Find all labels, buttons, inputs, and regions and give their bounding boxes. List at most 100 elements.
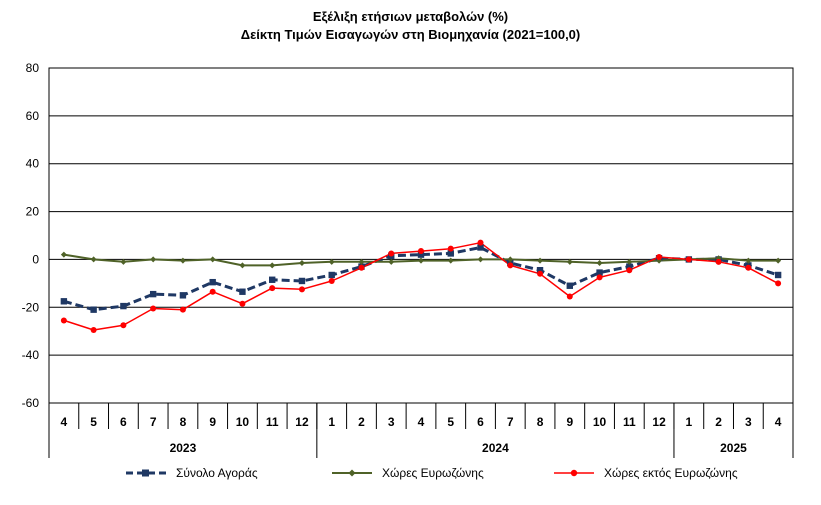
x-tick-label: 5: [90, 415, 97, 429]
legend-item-total-market: Σύνολο Αγοράς: [124, 466, 258, 480]
data-point-total-market: [536, 266, 544, 274]
data-point-total-market: [447, 250, 454, 257]
data-point-eurozone: [120, 258, 127, 265]
data-point-non-eurozone: [239, 300, 246, 307]
x-tick-label: 7: [507, 415, 514, 429]
legend-swatch-eurozone: [332, 469, 372, 477]
data-point-eurozone: [507, 256, 514, 263]
chart-subtitle-line-2: Δείκτη Τιμών Εισαγωγών στη Βιομηχανία (2…: [240, 27, 581, 42]
y-tick-label: 40: [26, 157, 40, 171]
data-point-total-market: [239, 288, 246, 295]
x-tick-label: 2: [358, 415, 365, 429]
x-tick-label: 3: [388, 415, 395, 429]
data-point-eurozone: [60, 251, 67, 258]
y-tick-label: 0: [32, 252, 39, 266]
data-point-eurozone: [388, 258, 395, 265]
data-point-total-market: [298, 277, 306, 285]
data-point-total-market: [774, 271, 782, 279]
data-point-eurozone: [179, 257, 186, 264]
x-tick-label: 8: [537, 415, 544, 429]
data-point-non-eurozone: [685, 256, 692, 263]
data-point-total-market: [417, 251, 425, 258]
data-point-non-eurozone: [775, 280, 782, 287]
y-tick-label: 20: [26, 205, 40, 219]
data-point-non-eurozone: [715, 258, 722, 265]
x-tick-label: 12: [652, 415, 666, 429]
x-tick-label: 4: [775, 415, 782, 429]
data-point-non-eurozone: [90, 327, 97, 334]
legend-label-non-eurozone: Χώρες εκτός Ευρωζώνης: [604, 466, 738, 480]
data-point-total-market: [179, 292, 187, 299]
data-point-non-eurozone: [566, 293, 573, 300]
x-tick-label: 8: [180, 415, 187, 429]
year-group-label: 2024: [482, 441, 509, 455]
data-point-eurozone: [775, 257, 782, 264]
data-point-non-eurozone: [298, 286, 305, 293]
plot-area-border: [48, 67, 794, 404]
x-tick-label: 3: [745, 415, 752, 429]
data-point-non-eurozone: [120, 322, 127, 329]
data-point-total-market: [328, 271, 335, 279]
data-point-non-eurozone: [179, 306, 186, 313]
data-point-eurozone: [566, 258, 573, 265]
data-point-total-market: [149, 290, 157, 298]
x-tick-label: 6: [120, 415, 127, 429]
data-point-total-market: [626, 263, 633, 270]
data-point-non-eurozone: [60, 317, 67, 324]
data-point-eurozone: [269, 262, 276, 269]
data-point-non-eurozone: [596, 274, 603, 281]
data-point-non-eurozone: [626, 267, 633, 274]
data-point-eurozone: [298, 260, 305, 267]
chart-title: Εξέλιξη ετήσιων μεταβολών (%) Δείκτη Τιμ…: [0, 8, 821, 44]
data-point-non-eurozone: [358, 264, 365, 271]
year-group-label: 2023: [170, 441, 197, 455]
data-point-eurozone: [626, 258, 633, 265]
data-point-eurozone: [358, 258, 365, 265]
x-tick-label: 4: [61, 415, 68, 429]
x-tick-label: 2: [715, 415, 722, 429]
x-tick-label: 10: [236, 415, 250, 429]
data-point-eurozone: [537, 257, 544, 264]
legend-item-non-eurozone: Χώρες εκτός Ευρωζώνης: [552, 466, 738, 480]
x-tick-label: 5: [447, 415, 454, 429]
legend-swatch-non-eurozone: [554, 469, 594, 477]
data-point-total-market: [209, 278, 216, 286]
data-point-total-market: [566, 282, 573, 289]
data-point-total-market: [90, 306, 97, 313]
data-point-eurozone: [745, 257, 752, 264]
legend-label-total-market: Σύνολο Αγοράς: [176, 466, 258, 480]
x-tick-label: 1: [685, 415, 692, 429]
data-point-total-market: [477, 244, 484, 251]
legend-item-eurozone: Χώρες Ευρωζώνης: [330, 466, 484, 480]
x-tick-label: 9: [566, 415, 573, 429]
x-tick-label: 1: [328, 415, 335, 429]
data-point-non-eurozone: [447, 245, 454, 252]
grid-layer: [48, 67, 794, 404]
year-group-label: 2025: [720, 441, 747, 455]
y-tick-label: -20: [22, 300, 40, 314]
chart-title-line-1: Εξέλιξη ετήσιων μεταβολών (%): [312, 9, 509, 24]
data-point-non-eurozone: [656, 254, 663, 261]
y-tick-label: 80: [26, 61, 40, 75]
data-point-eurozone: [150, 256, 157, 263]
x-tick-label: 7: [150, 415, 157, 429]
data-point-non-eurozone: [209, 288, 216, 295]
series-layer: [60, 239, 782, 334]
legend-swatch-total-market: [126, 469, 166, 477]
x-tick-label: 10: [593, 415, 607, 429]
data-point-eurozone: [239, 262, 246, 269]
data-point-non-eurozone: [150, 305, 157, 312]
x-tick-label: 6: [477, 415, 484, 429]
data-point-non-eurozone: [745, 264, 752, 271]
data-point-non-eurozone: [269, 285, 276, 292]
data-point-non-eurozone: [537, 270, 544, 277]
x-tick-label: 12: [295, 415, 309, 429]
data-point-eurozone: [447, 257, 454, 264]
x-tick-label: 9: [209, 415, 216, 429]
legend-label-eurozone: Χώρες Ευρωζώνης: [382, 466, 484, 480]
data-point-non-eurozone: [477, 239, 484, 246]
x-tick-label: 11: [266, 415, 279, 429]
data-point-total-market: [60, 298, 68, 305]
